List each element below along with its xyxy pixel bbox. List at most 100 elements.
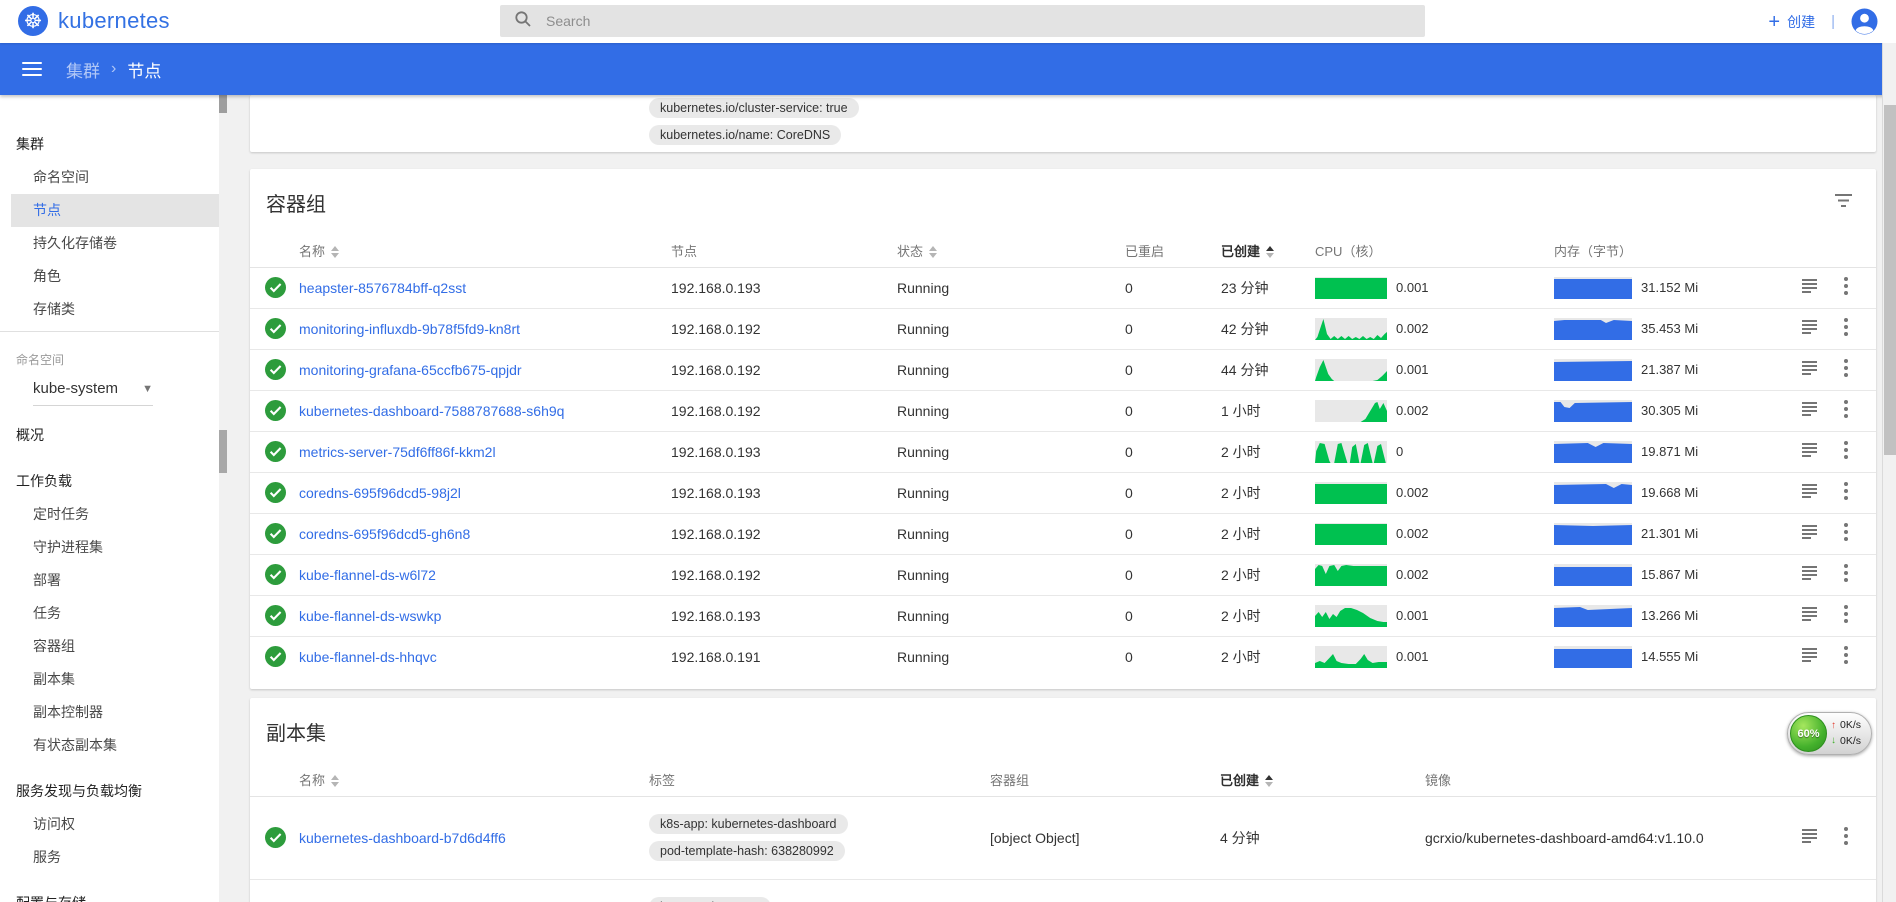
sidebar-item[interactable]: 服务发现与负载均衡 — [0, 775, 219, 808]
pod-logs-cell — [1802, 390, 1844, 431]
pods-header-created[interactable]: 已创建 — [1221, 234, 1315, 267]
logs-button[interactable] — [1802, 829, 1817, 846]
sidebar-item[interactable]: 集群 — [0, 128, 219, 161]
sidebar-scrollbar-thumb-top[interactable] — [219, 95, 227, 113]
sidebar-item[interactable]: 工作负载 — [0, 465, 219, 498]
pod-link[interactable]: kube-flannel-ds-wswkp — [299, 608, 441, 624]
sidebar-item[interactable]: 副本控制器 — [0, 696, 219, 729]
pod-link[interactable]: kube-flannel-ds-w6l72 — [299, 567, 436, 583]
sidebar-item[interactable]: 访问权 — [0, 808, 219, 841]
sidebar-item[interactable]: 守护进程集 — [0, 531, 219, 564]
menu-toggle-button[interactable] — [22, 62, 42, 76]
logs-button[interactable] — [1802, 484, 1817, 501]
chevron-down-icon: ▼ — [142, 383, 153, 395]
sidebar-item[interactable]: 副本集 — [0, 663, 219, 696]
pod-memory-cell: 14.555 Mi — [1554, 636, 1802, 677]
row-menu-button[interactable] — [1844, 356, 1848, 380]
cpu-value: 0.001 — [1396, 280, 1429, 295]
rs-header-created[interactable]: 已创建 — [1220, 763, 1425, 796]
page-scrollbar[interactable] — [1882, 43, 1896, 902]
row-menu-button[interactable] — [1844, 643, 1848, 667]
pod-created-cell: 44 分钟 — [1221, 349, 1315, 390]
pod-link[interactable]: coredns-695f96dcd5-98j2l — [299, 485, 461, 501]
search-input[interactable] — [544, 12, 1304, 30]
rs-name-cell: kubernetes-dashboard-b7d6d4ff6 — [299, 796, 649, 879]
row-menu-button[interactable] — [1844, 479, 1848, 503]
row-menu-button[interactable] — [1844, 315, 1848, 339]
pod-menu-cell — [1844, 390, 1876, 431]
pod-logs-cell — [1802, 513, 1844, 554]
pod-link[interactable]: heapster-8576784bff-q2sst — [299, 280, 466, 296]
logs-button[interactable] — [1802, 402, 1817, 419]
row-menu-button[interactable] — [1844, 438, 1848, 462]
sidebar-item[interactable]: 定时任务 — [0, 498, 219, 531]
row-menu-button[interactable] — [1844, 824, 1848, 848]
app-logo[interactable]: ☸ kubernetes — [18, 6, 170, 36]
pod-status-cell — [250, 308, 299, 349]
breadcrumb-current: 节点 — [127, 57, 161, 82]
sidebar-scrollbar-thumb[interactable] — [219, 430, 227, 473]
sidebar-item[interactable]: 概况 — [0, 419, 219, 452]
sidebar-item[interactable]: 服务 — [0, 841, 219, 874]
sidebar-item[interactable]: 节点 — [11, 194, 219, 227]
sidebar-item[interactable]: 任务 — [0, 597, 219, 630]
sidebar-item[interactable]: 部署 — [0, 564, 219, 597]
row-menu-button[interactable] — [1844, 520, 1848, 544]
row-menu-button[interactable] — [1844, 561, 1848, 585]
pod-link[interactable]: monitoring-grafana-65ccfb675-qpjdr — [299, 362, 522, 378]
sidebar-item[interactable]: 有状态副本集 — [0, 729, 219, 762]
row-menu-button[interactable] — [1844, 397, 1848, 421]
create-button[interactable]: + 创建 — [1768, 12, 1815, 32]
pod-name-cell: monitoring-influxdb-9b78f5fd9-kn8rt — [299, 308, 671, 349]
pod-memory-cell: 30.305 Mi — [1554, 390, 1802, 431]
pod-link[interactable]: metrics-server-75df6ff86f-kkm2l — [299, 444, 496, 460]
sort-arrows-icon — [1266, 246, 1274, 258]
replicaset-link[interactable]: kubernetes-dashboard-b7d6d4ff6 — [299, 830, 506, 846]
pod-status-cell — [250, 513, 299, 554]
search-bar[interactable] — [500, 5, 1425, 37]
pod-status-cell — [250, 472, 299, 513]
logs-button[interactable] — [1802, 361, 1817, 378]
sidebar-scrollbar[interactable] — [219, 95, 227, 902]
memory-sparkline — [1554, 277, 1632, 299]
filter-button[interactable] — [1833, 192, 1854, 214]
pods-header-name[interactable]: 名称 — [299, 234, 671, 267]
logs-button[interactable] — [1802, 279, 1817, 296]
pod-memory-cell: 13.266 Mi — [1554, 595, 1802, 636]
breadcrumb-cluster-link[interactable]: 集群 — [66, 57, 100, 82]
logs-button[interactable] — [1802, 320, 1817, 337]
pod-link[interactable]: coredns-695f96dcd5-gh6n8 — [299, 526, 470, 542]
row-menu-button[interactable] — [1844, 274, 1848, 298]
pods-header-status[interactable]: 状态 — [897, 234, 1125, 267]
sidebar-item[interactable]: 配置与存储 — [0, 887, 219, 902]
network-monitor-widget[interactable]: 60% ↑ 0K/s ↓ 0K/s — [1787, 712, 1872, 755]
sidebar-item[interactable]: 存储类 — [0, 293, 219, 326]
pod-link[interactable]: kubernetes-dashboard-7588787688-s6h9q — [299, 403, 564, 419]
pod-link[interactable]: kube-flannel-ds-hhqvc — [299, 649, 437, 665]
sidebar-item[interactable]: 持久化存储卷 — [0, 227, 219, 260]
pod-status-text-cell: Running — [897, 267, 1125, 308]
page-scrollbar-thumb[interactable] — [1884, 105, 1896, 455]
logs-button[interactable] — [1802, 566, 1817, 583]
pod-created-cell: 2 小时 — [1221, 554, 1315, 595]
sidebar-item[interactable]: 角色 — [0, 260, 219, 293]
logs-button[interactable] — [1802, 607, 1817, 624]
sidebar-main-section: 概况 工作负载 定时任务 守护进程集 部署 任务 容器组 副本集 副本控制器 有… — [0, 419, 219, 902]
user-avatar-button[interactable] — [1851, 8, 1878, 35]
sidebar-item[interactable]: 容器组 — [0, 630, 219, 663]
pod-row: monitoring-grafana-65ccfb675-qpjdr 192.1… — [250, 349, 1876, 390]
top-actions: + 创建 | — [1768, 0, 1878, 43]
pod-restarts-cell: 0 — [1125, 267, 1221, 308]
row-menu-button[interactable] — [1844, 602, 1848, 626]
rs-header-name[interactable]: 名称 — [299, 763, 649, 796]
pod-cpu-cell: 0.001 — [1315, 595, 1554, 636]
logs-button[interactable] — [1802, 443, 1817, 460]
pod-name-cell: kube-flannel-ds-hhqvc — [299, 636, 671, 677]
pod-link[interactable]: monitoring-influxdb-9b78f5fd9-kn8rt — [299, 321, 520, 337]
pod-memory-cell: 21.301 Mi — [1554, 513, 1802, 554]
logs-button[interactable] — [1802, 525, 1817, 542]
pod-menu-cell — [1844, 554, 1876, 595]
namespace-selector[interactable]: kube-system ▼ — [33, 372, 153, 406]
logs-button[interactable] — [1802, 648, 1817, 665]
sidebar-item[interactable]: 命名空间 — [0, 161, 219, 194]
